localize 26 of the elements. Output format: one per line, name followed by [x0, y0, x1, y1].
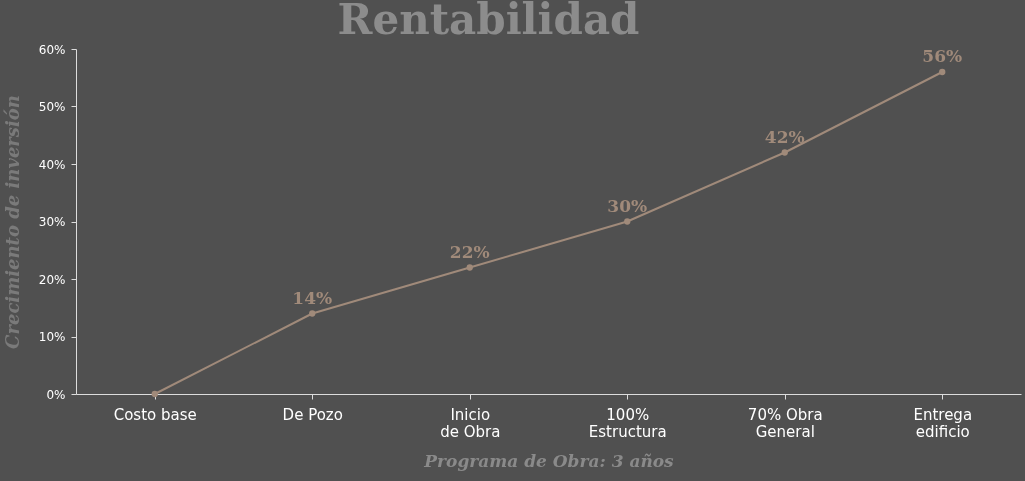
y-tick-label: 40% [38, 157, 66, 172]
y-tick-label: 30% [38, 215, 66, 229]
data-label: 22% [449, 241, 490, 262]
x-tick-label: Entrega edificio [913, 405, 973, 441]
x-tick-label: Inicio de Obra [440, 405, 501, 441]
point [151, 390, 158, 398]
point [624, 218, 631, 225]
y-tick-label: 50% [38, 100, 66, 114]
chart-title: Rentabilidad [337, 0, 640, 44]
x-tick-label: De Pozo [282, 405, 343, 424]
y-tick-label: 60% [38, 42, 66, 57]
x-tick-label: Costo base [113, 405, 197, 424]
y-tick-label: 10% [38, 330, 66, 344]
data-label: 42% [764, 126, 805, 147]
x-axis-title: Programa de Obra: 3 años [423, 450, 675, 471]
data-label: 56% [922, 46, 963, 66]
y-tick-label: 20% [38, 272, 66, 287]
point [309, 310, 316, 317]
point [939, 68, 946, 76]
point [466, 264, 473, 271]
data-label: 14% [292, 287, 333, 308]
x-tick-label: 100% Estructura [588, 405, 667, 441]
x-tick-label: 70% Obra General [747, 405, 823, 441]
y-tick-label: 0% [46, 387, 66, 402]
data-label: 30% [607, 195, 648, 216]
point [781, 149, 788, 156]
